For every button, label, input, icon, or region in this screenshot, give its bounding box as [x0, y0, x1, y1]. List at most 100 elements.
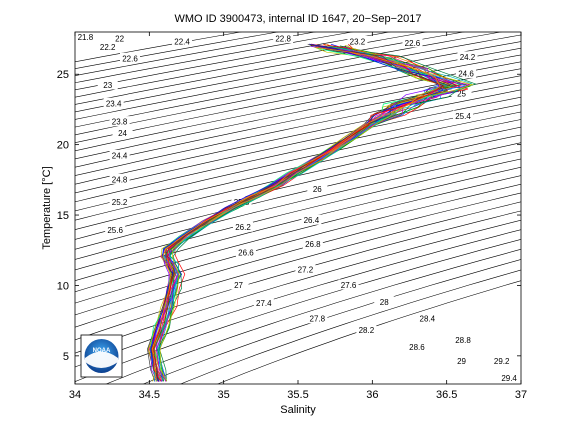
density-contour: [75, 34, 521, 120]
y-tick-label: 15: [57, 210, 69, 222]
contour-label: 26.8: [305, 240, 321, 249]
contour-label-bg: [97, 79, 118, 90]
contour-label: 25.4: [455, 112, 471, 121]
y-axis-ticks: 5 10 15 20 25: [57, 69, 521, 363]
density-contour: [75, 54, 521, 144]
density-contour: [75, 158, 521, 271]
contour-label: 23.2: [350, 37, 366, 46]
density-contour: [105, 248, 521, 384]
x-tick-label: 34.5: [139, 389, 160, 401]
density-contour: [75, 150, 521, 260]
contour-label-bg: [417, 313, 438, 324]
density-contour: [75, 32, 503, 113]
contour-label: 24.2: [460, 53, 476, 62]
contour-label-bg: [402, 37, 423, 48]
contour-label-bg: [109, 116, 130, 127]
contour-label: 24: [118, 129, 127, 138]
contour-label-bg: [120, 52, 141, 63]
density-contour: [75, 32, 354, 84]
x-tick-label: 34: [69, 389, 81, 401]
contour-label: 23: [103, 81, 112, 90]
density-contour: [75, 239, 521, 382]
x-axis-label: Salinity: [280, 404, 316, 416]
density-contour: [179, 269, 521, 384]
profile-line: [157, 43, 469, 382]
contour-label: 25: [457, 89, 466, 98]
y-tick-label: 5: [63, 351, 69, 363]
x-tick-label: 36: [366, 389, 378, 401]
profile-line: [157, 45, 473, 381]
contour-label: 26.2: [235, 223, 251, 232]
contour-label-bg: [347, 35, 368, 46]
contour-label-bg: [307, 313, 328, 324]
chart-title: WMO ID 3900473, internal ID 1647, 20−Sep…: [174, 13, 421, 25]
contour-label-bg: [491, 355, 512, 366]
contour-label: 24.8: [112, 175, 128, 184]
contour-label: 26.4: [304, 216, 320, 225]
density-contour: [75, 210, 521, 341]
profile-line: [150, 43, 444, 382]
density-contour: [75, 41, 521, 128]
contour-label-bg: [374, 296, 395, 307]
contour-label: 25.2: [112, 198, 128, 207]
contour-label-bg: [235, 247, 256, 258]
density-contour: [75, 201, 521, 328]
contour-label: 27.2: [298, 265, 314, 274]
profile-line: [157, 45, 471, 382]
contour-label-bg: [112, 127, 133, 138]
contour-label-bg: [453, 334, 474, 345]
density-contour: [75, 119, 521, 221]
contour-label: 21.8: [78, 33, 94, 42]
contour-label: 23.4: [106, 99, 122, 108]
contour-label-bg: [109, 33, 130, 44]
density-contour: [142, 259, 521, 384]
y-tick-label: 10: [57, 280, 69, 292]
contour-label-bg: [499, 372, 520, 383]
contour-label: 23.8: [112, 118, 128, 127]
noaa-logo-text: NOAA: [93, 348, 111, 354]
contour-label-bg: [301, 214, 322, 225]
contour-label-bg: [307, 183, 328, 194]
contour-label-bg: [457, 51, 478, 62]
contour-label: 26.6: [238, 249, 254, 258]
contour-label: 22.8: [275, 35, 291, 44]
contour-label: 27.6: [341, 281, 357, 290]
contour-label: 29: [457, 357, 466, 366]
contour-label-bg: [232, 221, 253, 232]
contour-label: 28.2: [359, 326, 375, 335]
contour-label-bg: [338, 279, 359, 290]
density-contour: [75, 32, 429, 98]
contour-label: 22: [115, 35, 124, 44]
density-contour: [75, 183, 521, 304]
contour-label: 27: [234, 281, 243, 290]
contour-label: 28.8: [455, 336, 471, 345]
contour-label: 27.4: [256, 299, 272, 308]
contour-label: 26: [313, 185, 322, 194]
density-contour: [75, 126, 521, 230]
density-contour: [75, 134, 521, 240]
density-contour: [75, 68, 521, 160]
x-tick-label: 36.5: [436, 389, 457, 401]
contour-label: 29.2: [494, 357, 510, 366]
contour-label-bg: [172, 35, 193, 46]
density-contour: [75, 192, 521, 316]
contour-label-bg: [451, 355, 472, 366]
density-contour: [216, 280, 521, 384]
x-tick-label: 35: [218, 389, 230, 401]
contour-label-bg: [75, 31, 96, 42]
contour-label-bg: [455, 68, 476, 79]
contour-label-bg: [453, 110, 474, 121]
contour-label: 22.2: [100, 43, 116, 52]
contour-label: 28.4: [420, 315, 436, 324]
density-contour: [75, 47, 521, 136]
contour-label-bg: [97, 41, 118, 52]
contour-label: 22.6: [122, 54, 138, 63]
x-tick-label: 37: [515, 389, 527, 401]
contour-label-bg: [356, 324, 377, 335]
density-contour: [75, 32, 317, 76]
y-tick-label: 20: [57, 140, 69, 152]
x-tick-label: 35.5: [287, 389, 308, 401]
contour-label-bg: [406, 341, 427, 352]
contour-label: 24.4: [112, 151, 128, 160]
